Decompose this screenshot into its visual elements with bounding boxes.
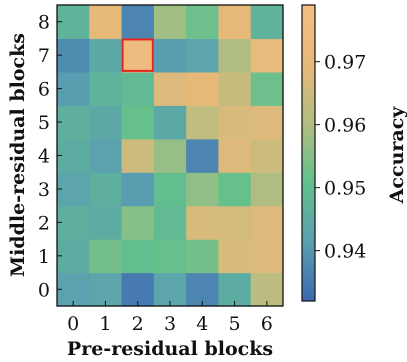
heatmap-cell bbox=[57, 38, 90, 73]
heatmap-cells bbox=[57, 5, 284, 307]
heatmap-cell bbox=[57, 138, 90, 173]
heatmap-cell bbox=[89, 138, 123, 173]
heatmap-cell bbox=[153, 239, 187, 274]
heatmap-cell bbox=[218, 172, 252, 207]
heatmap-cell bbox=[121, 205, 155, 240]
heatmap-cell bbox=[218, 5, 252, 40]
heatmap-cell bbox=[250, 272, 284, 307]
heatmap-cell bbox=[121, 105, 155, 140]
heatmap-cell bbox=[153, 205, 187, 240]
heatmap-cell bbox=[250, 5, 284, 40]
heatmap-cell bbox=[186, 239, 220, 274]
heatmap-cell bbox=[250, 172, 284, 207]
heatmap-cell bbox=[89, 239, 123, 274]
heatmap-cell bbox=[218, 138, 252, 173]
y-tick-label: 1 bbox=[38, 246, 50, 268]
heatmap-cell bbox=[121, 38, 155, 73]
heatmap-cell bbox=[153, 71, 187, 106]
heatmap-cell bbox=[57, 239, 90, 274]
heatmap-cell bbox=[218, 71, 252, 106]
x-tick-label: 3 bbox=[164, 313, 176, 335]
y-axis-ticks: 0 1 2 3 4 5 6 7 8 bbox=[38, 12, 62, 301]
heatmap-cell bbox=[89, 105, 123, 140]
heatmap-cell bbox=[186, 272, 220, 307]
y-tick-label: 5 bbox=[38, 112, 50, 134]
heatmap-cell bbox=[89, 172, 123, 207]
x-tick-label: 4 bbox=[196, 313, 208, 335]
highlighted-cell-outline bbox=[121, 38, 154, 72]
heatmap-cell bbox=[250, 38, 284, 73]
heatmap-cell bbox=[186, 205, 220, 240]
heatmap-cell bbox=[186, 38, 220, 73]
heatmap-cell bbox=[153, 5, 187, 40]
x-tick-label: 2 bbox=[132, 313, 144, 335]
y-tick-label: 0 bbox=[38, 279, 50, 301]
heatmap-cell bbox=[121, 138, 155, 173]
heatmap-cell bbox=[153, 172, 187, 207]
x-axis-label: Pre-residual blocks bbox=[67, 338, 273, 360]
heatmap-cell bbox=[121, 172, 155, 207]
heatmap-cell bbox=[153, 138, 187, 173]
x-tick-label: 5 bbox=[229, 313, 241, 335]
colorbar-tick-label: 0.97 bbox=[324, 52, 366, 74]
heatmap-cell bbox=[89, 38, 123, 73]
colorbar-ticks: 0.94 0.95 0.96 0.97 bbox=[315, 52, 366, 263]
y-tick-label: 7 bbox=[38, 45, 50, 67]
heatmap-cell bbox=[153, 272, 187, 307]
y-tick-label: 8 bbox=[38, 12, 50, 34]
heatmap-cell bbox=[121, 272, 155, 307]
heatmap-cell bbox=[250, 205, 284, 240]
heatmap-cell bbox=[250, 105, 284, 140]
heatmap-cell bbox=[57, 71, 90, 106]
heatmap-cell bbox=[218, 38, 252, 73]
heatmap-cell bbox=[153, 38, 187, 73]
heatmap-cell bbox=[57, 105, 90, 140]
heatmap-cell bbox=[218, 205, 252, 240]
heatmap-cell bbox=[218, 272, 252, 307]
heatmap-cell bbox=[57, 5, 90, 40]
heatmap-cell bbox=[121, 5, 155, 40]
heatmap-cell bbox=[89, 71, 123, 106]
heatmap-cell bbox=[153, 105, 187, 140]
x-tick-label: 1 bbox=[99, 313, 111, 335]
y-axis-label: Middle-residual blocks bbox=[7, 33, 29, 277]
heatmap-cell bbox=[186, 71, 220, 106]
heatmap-cell bbox=[89, 272, 123, 307]
colorbar-tick-label: 0.95 bbox=[324, 178, 366, 200]
heatmap-cell bbox=[186, 5, 220, 40]
heatmap-cell bbox=[218, 105, 252, 140]
y-tick-label: 4 bbox=[38, 146, 50, 168]
heatmap-cell bbox=[57, 172, 90, 207]
colorbar-tick-label: 0.96 bbox=[324, 115, 366, 137]
y-tick-label: 3 bbox=[38, 179, 50, 201]
colorbar bbox=[301, 4, 316, 302]
heatmap-cell bbox=[218, 239, 252, 274]
heatmap-cell bbox=[89, 205, 123, 240]
colorbar-label: Accuracy bbox=[386, 106, 407, 205]
heatmap-cell bbox=[121, 71, 155, 106]
x-tick-label: 0 bbox=[67, 313, 79, 335]
heatmap-cell bbox=[250, 71, 284, 106]
heatmap-cell bbox=[121, 239, 155, 274]
y-tick-label: 2 bbox=[38, 212, 50, 234]
heatmap-cell bbox=[57, 272, 90, 307]
x-tick-label: 6 bbox=[261, 313, 273, 335]
heatmap-cell bbox=[186, 172, 220, 207]
colorbar-tick-label: 0.94 bbox=[324, 241, 366, 263]
y-tick-label: 6 bbox=[38, 79, 50, 101]
heatmap-cell bbox=[89, 5, 123, 40]
heatmap-cell bbox=[250, 239, 284, 274]
heatmap-cell bbox=[57, 205, 90, 240]
heatmap-cell bbox=[250, 138, 284, 173]
heatmap-cell bbox=[186, 138, 220, 173]
heatmap-cell bbox=[186, 105, 220, 140]
